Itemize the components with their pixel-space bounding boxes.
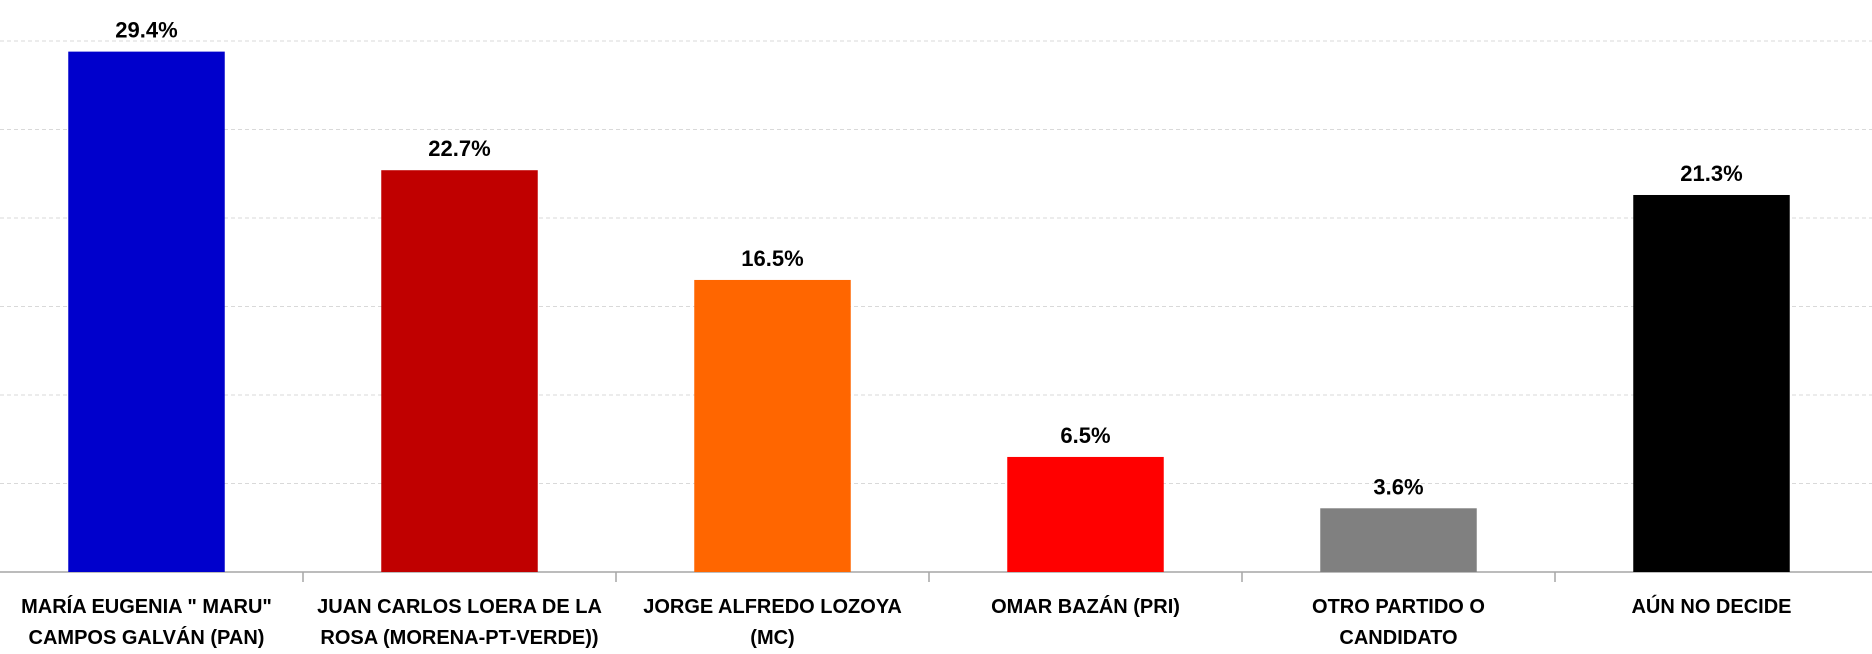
x-tick-label: MARÍA EUGENIA " MARU" CAMPOS GALVÁN (PAN… — [21, 596, 272, 649]
value-label: 29.4% — [115, 18, 177, 43]
value-label: 22.7% — [428, 136, 490, 161]
x-tick-label: JORGE ALFREDO LOZOYA (MC) — [643, 596, 902, 649]
bar — [694, 279, 851, 572]
bar — [1320, 508, 1477, 572]
x-tick-label: AÚN NO DECIDE — [1631, 596, 1792, 618]
bar — [381, 170, 538, 572]
x-tick-label: JUAN CARLOS LOERA DE LA ROSA (MORENA-PT-… — [317, 596, 602, 649]
value-label: 21.3% — [1680, 161, 1742, 186]
bar — [1007, 456, 1164, 572]
bar — [68, 51, 225, 573]
value-label: 16.5% — [741, 246, 803, 271]
value-label: 3.6% — [1373, 474, 1423, 499]
bar — [1633, 194, 1790, 573]
x-tick-label: OMAR BAZÁN (PRI) — [991, 596, 1180, 618]
x-tick-label: OTRO PARTIDO O CANDIDATO — [1312, 596, 1485, 649]
value-label: 6.5% — [1060, 423, 1110, 448]
